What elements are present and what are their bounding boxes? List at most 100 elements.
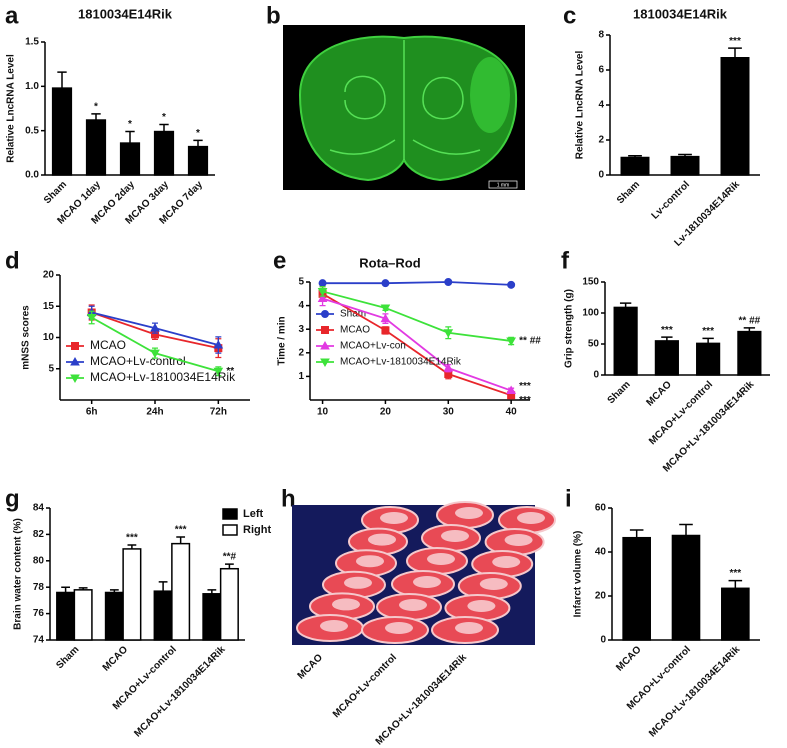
- bar: [620, 156, 650, 176]
- y-tick-label: 150: [582, 277, 599, 288]
- y-tick-label: 20: [595, 591, 607, 602]
- significance: ***: [729, 568, 741, 579]
- significance: ***: [729, 36, 741, 47]
- marker: [320, 358, 330, 368]
- panel-label: i: [565, 485, 572, 512]
- marker: [506, 337, 517, 347]
- error-bar: [91, 113, 101, 121]
- marker: [320, 340, 330, 350]
- significance: ***: [175, 525, 187, 536]
- significance: ***: [126, 533, 138, 544]
- panel-label: a: [5, 2, 19, 29]
- y-tick-label: 82: [33, 529, 45, 540]
- brain-detail: [329, 40, 481, 160]
- marker: [317, 293, 328, 303]
- slice-highlight: [413, 576, 441, 588]
- bar: [670, 155, 700, 176]
- bar: [73, 589, 93, 641]
- bar: [720, 57, 750, 176]
- y-axis-label: Relative LncRNA Level: [575, 51, 586, 160]
- slice-highlight: [441, 530, 469, 542]
- bar: [171, 542, 191, 641]
- bar: [622, 536, 651, 641]
- x-tick-label: Sham: [606, 379, 633, 406]
- y-tick-label: 3: [298, 324, 304, 335]
- y-tick-label: 60: [595, 503, 607, 514]
- y-tick-label: 80: [33, 555, 45, 566]
- y-tick-label: 50: [588, 339, 600, 350]
- marker: [444, 278, 453, 286]
- y-tick-label: 76: [33, 608, 45, 619]
- bar: [613, 306, 638, 376]
- bar: [671, 534, 701, 641]
- panel-label: f: [561, 247, 570, 274]
- x-tick-label: MCAO+Lv-1810034E14Rik: [647, 644, 743, 740]
- significance: *: [128, 119, 132, 130]
- x-tick-label: MCAO: [614, 644, 644, 674]
- legend-label: MCAO+Lv-con: [340, 341, 406, 352]
- series-line: [322, 293, 512, 397]
- y-axis-label: Relative LncRNA Level: [6, 54, 17, 163]
- panel-label: e: [273, 247, 286, 274]
- y-tick-label: 100: [582, 308, 599, 319]
- significance: ***: [519, 381, 531, 392]
- panel-label: c: [563, 2, 576, 29]
- bar: [56, 591, 76, 641]
- significance: ** ##: [739, 316, 761, 327]
- y-tick-label: 0: [593, 370, 599, 381]
- x-tick-label: 72h: [210, 407, 227, 418]
- error-bar: [629, 529, 644, 538]
- x-tick-label: Lv-control: [650, 179, 693, 222]
- y-tick-label: 15: [43, 301, 55, 312]
- significance: *: [196, 128, 200, 139]
- slice-highlight: [385, 622, 413, 634]
- legend-label: MCAO+Lv-1810034E14Rik: [90, 370, 236, 384]
- x-tick-label: 10: [317, 407, 329, 418]
- significance: *: [162, 112, 166, 123]
- x-tick-label: MCAO: [296, 652, 326, 682]
- legend-label: Sham: [340, 309, 366, 320]
- slice-highlight: [380, 512, 408, 524]
- error-bar: [158, 581, 168, 592]
- error-bar: [125, 130, 135, 144]
- bar: [219, 567, 239, 641]
- marker: [381, 279, 390, 288]
- y-tick-label: 2: [598, 135, 604, 146]
- slice-highlight: [399, 599, 427, 611]
- legend-swatch: [222, 524, 238, 536]
- bar: [187, 145, 209, 176]
- bar: [202, 593, 222, 641]
- error-bar: [61, 586, 70, 593]
- slice-highlight: [427, 553, 455, 565]
- error-bar: [702, 337, 714, 344]
- series-line: [322, 290, 512, 342]
- x-tick-label: Sham: [615, 179, 642, 206]
- error-bar: [679, 523, 693, 536]
- bar: [119, 142, 141, 176]
- y-tick-label: 78: [33, 582, 45, 593]
- slice-highlight: [479, 578, 508, 590]
- chart-title: 1810034E14Rik: [633, 6, 728, 21]
- scale-bar: [488, 180, 518, 189]
- marker: [86, 314, 97, 323]
- panel-label: d: [5, 247, 20, 274]
- y-axis-label: Time / min: [277, 316, 288, 365]
- y-tick-label: 74: [33, 635, 45, 646]
- legend-label: Right: [243, 524, 271, 536]
- x-tick-label: Sham: [42, 179, 69, 206]
- x-tick-label: 20: [380, 407, 392, 418]
- chart-title: 1810034E14Rik: [78, 6, 173, 21]
- y-tick-label: 0.0: [25, 170, 39, 181]
- y-tick-label: 5: [48, 363, 54, 374]
- slice-highlight: [517, 512, 545, 524]
- slice-highlight: [356, 555, 384, 568]
- x-tick-label: 24h: [146, 407, 163, 418]
- marker: [150, 323, 160, 332]
- bar: [737, 330, 762, 376]
- y-axis-label: mNSS scores: [21, 305, 32, 370]
- y-axis-label: Infarct volume (%): [573, 531, 584, 618]
- bar: [654, 340, 679, 376]
- legend-label: MCAO: [340, 325, 370, 336]
- x-tick-label: MCAO+Lv-control: [331, 652, 399, 720]
- marker: [70, 356, 80, 366]
